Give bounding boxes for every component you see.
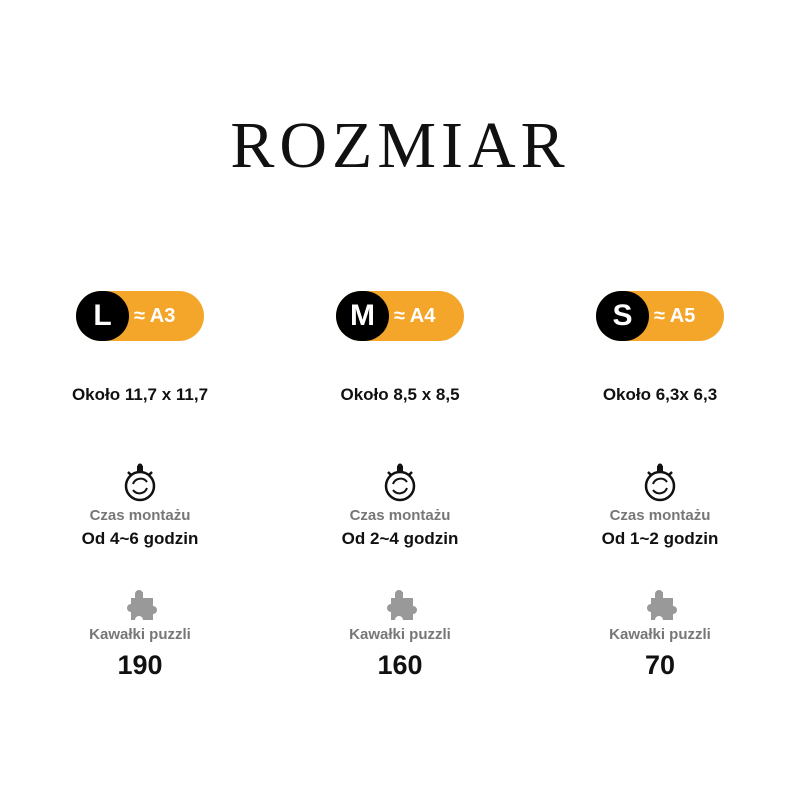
size-badge: L ≈ A3 — [76, 291, 204, 341]
puzzle-piece-icon — [127, 590, 157, 620]
pieces-count: 70 — [644, 650, 676, 680]
pieces-count: 160 — [377, 650, 423, 680]
size-badge: S ≈ A5 — [596, 291, 724, 341]
puzzle-piece-icon — [647, 590, 677, 620]
size-badge: M ≈ A4 — [336, 291, 464, 341]
assembly-time: Od 4~6 godzin — [81, 529, 199, 548]
size-column: S ≈ A5 Około 6,3x 6,3 Czas montażu Od 1~… — [530, 0, 790, 800]
pieces-label: Kawałki puzzli — [89, 626, 191, 643]
size-column: M ≈ A4 Około 8,5 x 8,5 Czas montażu Od 2… — [270, 0, 530, 800]
puzzle-piece-icon — [387, 590, 417, 620]
paper-size: ≈ A5 — [654, 305, 696, 327]
assembly-time-label: Czas montażu — [89, 507, 191, 524]
dimensions: Około 11,7 x 11,7 — [71, 385, 209, 404]
assembly-time: Od 2~4 godzin — [341, 529, 459, 548]
stopwatch-icon — [644, 463, 676, 502]
paper-size: ≈ A3 — [134, 305, 176, 327]
assembly-time: Od 1~2 godzin — [601, 529, 719, 548]
stopwatch-icon — [124, 463, 156, 502]
size-letter: M — [336, 291, 389, 341]
size-letter: S — [596, 291, 649, 341]
paper-size: ≈ A4 — [394, 305, 436, 327]
assembly-time-label: Czas montażu — [349, 507, 451, 524]
stopwatch-icon — [384, 463, 416, 502]
pieces-label: Kawałki puzzli — [349, 626, 451, 643]
dimensions: Około 8,5 x 8,5 — [340, 385, 460, 404]
size-column: L ≈ A3 Około 11,7 x 11,7 Czas montażu Od… — [10, 0, 270, 800]
page-title: ROZMIAR — [230, 109, 570, 182]
dimensions: Około 6,3x 6,3 — [602, 385, 718, 404]
pieces-count: 190 — [117, 650, 163, 680]
assembly-time-label: Czas montażu — [609, 507, 711, 524]
size-letter: L — [76, 291, 129, 341]
pieces-label: Kawałki puzzli — [609, 626, 711, 643]
